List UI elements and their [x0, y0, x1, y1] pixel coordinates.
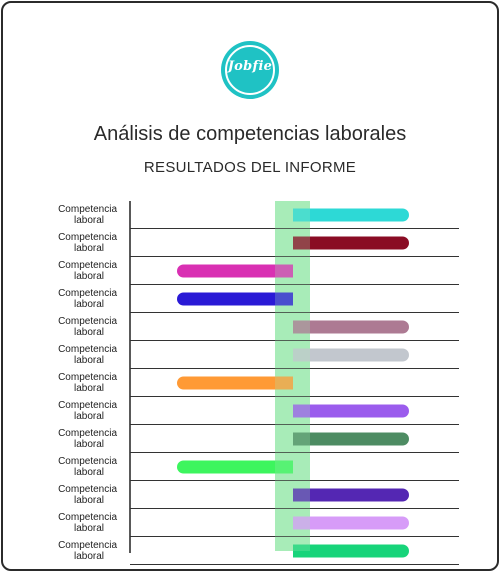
logo-ring: [225, 45, 275, 95]
jobfie-logo: Jobfie: [221, 41, 279, 99]
reference-band-overlay: [275, 201, 310, 551]
row-label: Competencia laboral: [58, 316, 117, 338]
bar: [293, 236, 409, 250]
bar: [177, 264, 293, 278]
bar: [293, 208, 409, 222]
bar: [293, 544, 409, 558]
bar: [293, 432, 409, 446]
row-label: Competencia laboral: [58, 428, 117, 450]
bar-base: [293, 404, 301, 418]
bar-base: [285, 460, 293, 474]
bar-base: [285, 264, 293, 278]
bar: [293, 516, 409, 530]
page-title: Análisis de competencias laborales: [93, 123, 407, 145]
bar: [293, 348, 409, 362]
bar: [293, 320, 409, 334]
bar: [177, 376, 293, 390]
row-label: Competencia laboral: [58, 484, 117, 506]
bar-base: [285, 376, 293, 390]
bar: [177, 460, 293, 474]
bar-base: [293, 544, 301, 558]
bar-base: [293, 432, 301, 446]
competency-chart: Competencia laboral Competencia laboral Comp…: [58, 201, 459, 565]
logo-text: Jobfie: [227, 59, 273, 74]
row-label: Competencia laboral: [58, 344, 117, 366]
row-label: Competencia laboral: [58, 540, 117, 562]
row-label: Competencia laboral: [58, 456, 117, 478]
bar-base: [285, 292, 293, 306]
row-label: Competencia laboral: [58, 288, 117, 310]
bar-base: [293, 348, 301, 362]
row-label: Competencia laboral: [58, 512, 117, 534]
bar: [293, 404, 409, 418]
row-label: Competencia laboral: [58, 372, 117, 394]
bar: [293, 488, 409, 502]
bar-base: [293, 516, 301, 530]
bar-base: [293, 488, 301, 502]
bar-base: [293, 320, 301, 334]
row-label: Competencia laboral: [58, 400, 117, 422]
row-label: Competencia laboral: [58, 204, 117, 226]
row-label: Competencia laboral: [58, 232, 117, 254]
bar-base: [293, 236, 301, 250]
bar: [177, 292, 293, 306]
page-subtitle: RESULTADOS DEL INFORME: [143, 159, 357, 176]
row-label: Competencia laboral: [58, 260, 117, 282]
bar-base: [293, 208, 301, 222]
